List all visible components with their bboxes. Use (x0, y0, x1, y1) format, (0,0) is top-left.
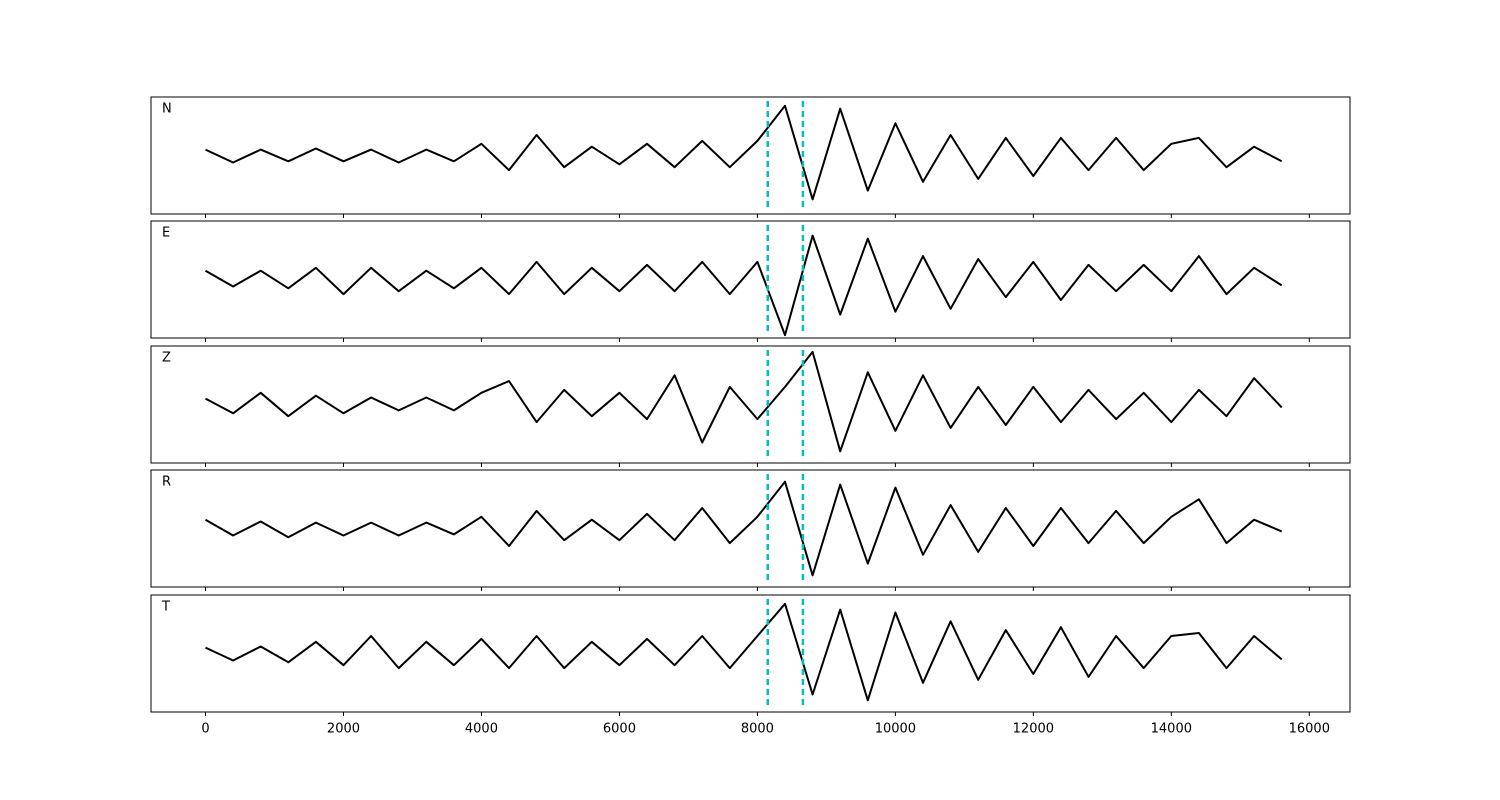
waveform (205, 602, 1283, 702)
waveform (205, 350, 1283, 453)
x-tick-label: 8000 (741, 722, 774, 737)
waveform (205, 480, 1283, 577)
panel-frame (150, 345, 1351, 464)
x-tick-label: 0 (201, 722, 209, 737)
panel-frame (150, 96, 1351, 215)
panel-label: T (161, 600, 170, 615)
panel-frame (150, 594, 1351, 713)
x-tick-label: 16000 (1289, 722, 1330, 737)
x-tick-label: 10000 (875, 722, 916, 737)
panel-label: Z (162, 351, 171, 366)
x-tick-label: 14000 (1151, 722, 1192, 737)
panel-label: N (162, 102, 172, 117)
x-tick-label: 6000 (603, 722, 636, 737)
panel-label: R (162, 475, 171, 490)
x-tick-label: 4000 (465, 722, 498, 737)
waveform (205, 104, 1283, 201)
waveform (205, 234, 1283, 337)
panel-frame (150, 220, 1351, 339)
panel-frame (150, 469, 1351, 588)
x-tick-label: 2000 (327, 722, 360, 737)
x-tick-label: 12000 (1013, 722, 1054, 737)
panel-label: E (162, 226, 170, 241)
